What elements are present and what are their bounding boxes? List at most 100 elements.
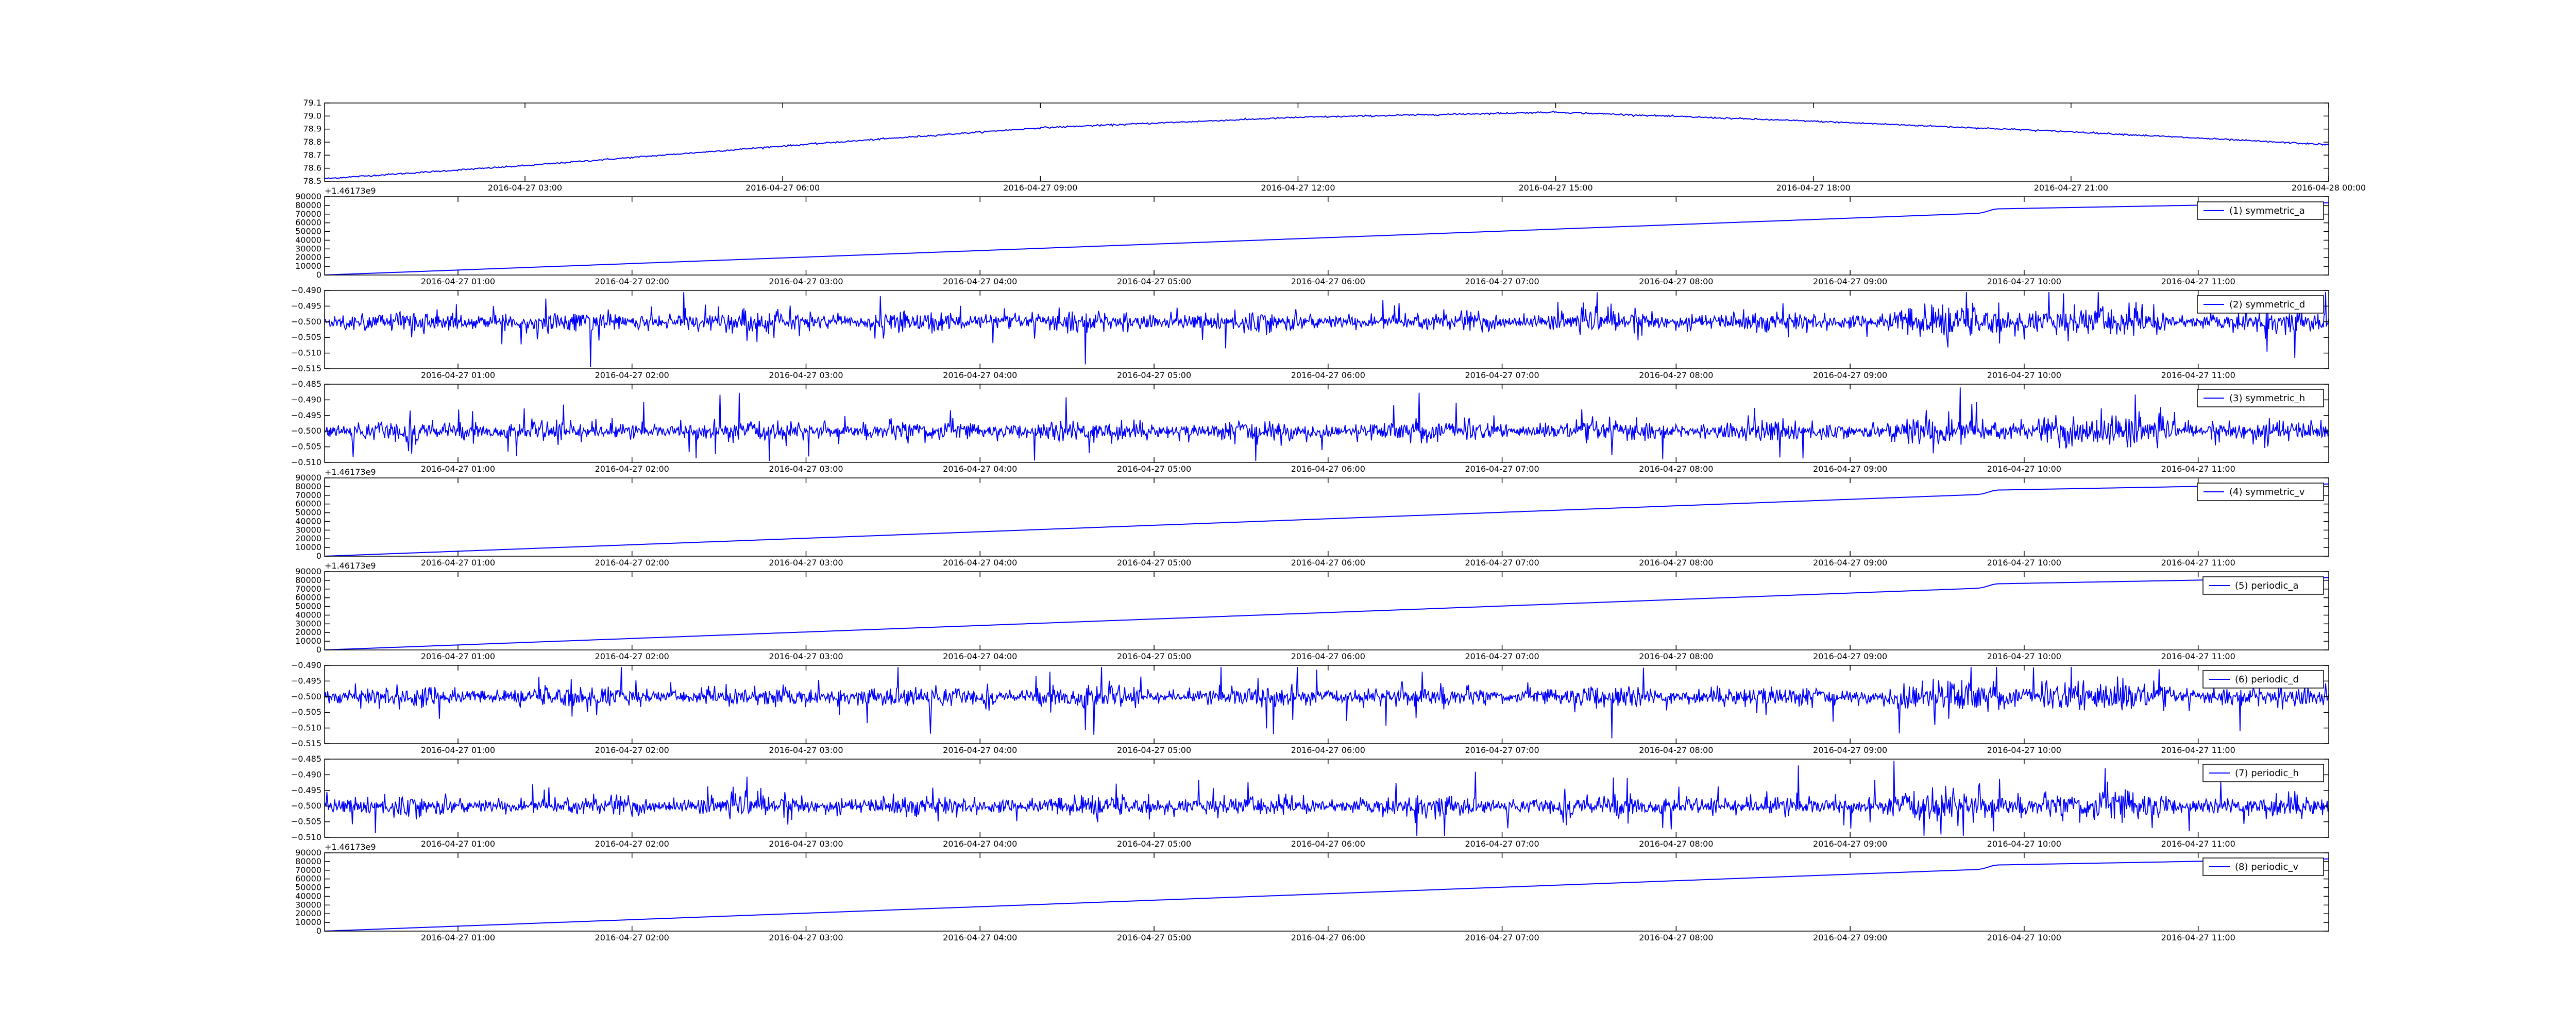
x-tick-label: 2016-04-27 01:00 bbox=[421, 839, 495, 849]
x-tick-label: 2016-04-27 02:00 bbox=[595, 651, 669, 661]
axes-frame bbox=[324, 384, 2329, 463]
x-tick-label: 2016-04-27 06:00 bbox=[1291, 558, 1365, 568]
x-tick-label: 2016-04-27 07:00 bbox=[1465, 370, 1539, 380]
y-tick-label: 0 bbox=[316, 551, 321, 561]
y-tick-label: 30000 bbox=[295, 619, 321, 628]
y-tick-label: 60000 bbox=[295, 874, 321, 884]
y-tick-label: 50000 bbox=[295, 227, 321, 236]
y-tick-label: 30000 bbox=[295, 244, 321, 253]
x-tick-label: 2016-04-27 01:00 bbox=[421, 558, 495, 568]
axes-frame bbox=[324, 571, 2329, 650]
x-tick-label: 2016-04-27 08:00 bbox=[1639, 839, 1713, 849]
legend-label: (3) symmetric_h bbox=[2229, 393, 2305, 404]
legend-label: (2) symmetric_d bbox=[2229, 299, 2305, 310]
x-tick-label: 2016-04-27 11:00 bbox=[2161, 370, 2235, 380]
x-tick-label: 2016-04-27 08:00 bbox=[1639, 745, 1713, 755]
y-tick-label: 78.8 bbox=[303, 137, 321, 147]
x-tick-label: 2016-04-27 08:00 bbox=[1639, 464, 1713, 474]
y-tick-label: −0.510 bbox=[291, 457, 321, 467]
legend: (2) symmetric_d bbox=[2197, 295, 2324, 314]
x-tick-label: 2016-04-27 03:00 bbox=[769, 370, 843, 380]
y-tick-label: 20000 bbox=[295, 534, 321, 543]
x-tick-label: 2016-04-27 04:00 bbox=[943, 933, 1017, 942]
x-tick-label: 2016-04-27 04:00 bbox=[943, 839, 1017, 849]
x-tick-label: 2016-04-27 05:00 bbox=[1117, 370, 1191, 380]
axis-offset-label: +1.46173e9 bbox=[325, 186, 376, 196]
x-tick-label: 2016-04-27 03:00 bbox=[769, 745, 843, 755]
x-tick-label: 2016-04-27 05:00 bbox=[1117, 839, 1191, 849]
y-tick-label: −0.490 bbox=[291, 285, 321, 295]
panel-3: −0.515 −0.510 −0.505 −0.500 −0.495 −0.490 2016… bbox=[291, 285, 2329, 380]
panel-5: 0100002000030000400005000060000700008000… bbox=[295, 473, 2329, 571]
x-tick-label: 2016-04-27 06:00 bbox=[1291, 277, 1365, 286]
x-tick-label: 2016-04-27 03:00 bbox=[769, 277, 843, 286]
y-tick-label: −0.500 bbox=[291, 426, 321, 436]
x-tick-label: 2016-04-27 05:00 bbox=[1117, 464, 1191, 474]
x-tick-label: 2016-04-27 01:00 bbox=[421, 651, 495, 661]
y-tick-label: −0.490 bbox=[291, 769, 321, 779]
axes-frame bbox=[324, 852, 2329, 932]
y-tick-label: −0.500 bbox=[291, 692, 321, 701]
x-tick-label: 2016-04-27 10:00 bbox=[1987, 651, 2061, 661]
series-line bbox=[324, 387, 2329, 461]
x-tick-label: 2016-04-27 02:00 bbox=[595, 558, 669, 568]
series-line bbox=[324, 858, 2329, 932]
x-tick-label: 2016-04-27 06:00 bbox=[745, 183, 820, 193]
y-tick-label: 10000 bbox=[295, 261, 321, 271]
panel-4: −0.510 −0.505 −0.500 −0.495 −0.490 −0.485 2016… bbox=[291, 379, 2329, 477]
x-tick-label: 2016-04-27 03:00 bbox=[769, 933, 843, 942]
x-tick-label: 2016-04-27 04:00 bbox=[943, 745, 1017, 755]
x-tick-label: 2016-04-27 11:00 bbox=[2161, 651, 2235, 661]
series-line bbox=[324, 760, 2329, 836]
x-tick-label: 2016-04-27 09:00 bbox=[1813, 277, 1887, 286]
y-tick-label: 20000 bbox=[295, 627, 321, 637]
axes-frame bbox=[324, 477, 2329, 557]
x-tick-label: 2016-04-27 01:00 bbox=[421, 933, 495, 942]
series-line bbox=[324, 666, 2329, 739]
series-line bbox=[324, 483, 2329, 557]
x-tick-label: 2016-04-27 10:00 bbox=[1987, 277, 2061, 286]
x-tick-label: 2016-04-27 12:00 bbox=[1261, 183, 1335, 193]
y-tick-label: 78.7 bbox=[303, 150, 321, 160]
x-tick-label: 2016-04-27 08:00 bbox=[1639, 277, 1713, 286]
x-tick-label: 2016-04-27 18:00 bbox=[1776, 183, 1851, 193]
x-tick-label: 2016-04-27 03:00 bbox=[769, 651, 843, 661]
axes-frame bbox=[324, 759, 2329, 838]
x-tick-label: 2016-04-27 03:00 bbox=[769, 839, 843, 849]
y-tick-label: 50000 bbox=[295, 883, 321, 892]
panel-9: 0100002000030000400005000060000700008000… bbox=[295, 848, 2329, 942]
legend-label: (8) periodic_v bbox=[2235, 862, 2298, 872]
x-tick-label: 2016-04-27 10:00 bbox=[1987, 464, 2061, 474]
y-tick-label: 90000 bbox=[295, 473, 321, 483]
y-tick-label: −0.485 bbox=[291, 754, 321, 764]
y-tick-label: −0.505 bbox=[291, 442, 321, 452]
x-tick-label: 2016-04-27 02:00 bbox=[595, 839, 669, 849]
y-tick-label: −0.495 bbox=[291, 301, 321, 311]
y-tick-label: 80000 bbox=[295, 856, 321, 866]
x-tick-label: 2016-04-27 07:00 bbox=[1465, 933, 1539, 942]
x-tick-label: 2016-04-27 05:00 bbox=[1117, 558, 1191, 568]
panel-2: 0100002000030000400005000060000700008000… bbox=[295, 192, 2329, 286]
y-tick-label: 79.1 bbox=[303, 98, 321, 108]
x-tick-label: 2016-04-27 10:00 bbox=[1987, 558, 2061, 568]
x-tick-label: 2016-04-27 01:00 bbox=[421, 745, 495, 755]
y-tick-label: 78.9 bbox=[303, 124, 321, 134]
x-tick-label: 2016-04-27 01:00 bbox=[421, 277, 495, 286]
y-tick-label: −0.500 bbox=[291, 801, 321, 811]
y-tick-label: 79.0 bbox=[303, 111, 321, 121]
x-tick-label: 2016-04-27 09:00 bbox=[1813, 464, 1887, 474]
x-tick-label: 2016-04-27 08:00 bbox=[1639, 370, 1713, 380]
x-tick-label: 2016-04-27 04:00 bbox=[943, 370, 1017, 380]
x-tick-label: 2016-04-27 11:00 bbox=[2161, 745, 2235, 755]
y-tick-label: 70000 bbox=[295, 490, 321, 500]
x-tick-label: 2016-04-27 06:00 bbox=[1291, 933, 1365, 942]
x-tick-label: 2016-04-27 15:00 bbox=[1518, 183, 1592, 193]
y-tick-label: 40000 bbox=[295, 610, 321, 620]
x-tick-label: 2016-04-27 05:00 bbox=[1117, 277, 1191, 286]
x-tick-label: 2016-04-27 06:00 bbox=[1291, 651, 1365, 661]
axes-frame bbox=[324, 665, 2329, 744]
panel-6: 0100002000030000400005000060000700008000… bbox=[295, 566, 2329, 661]
y-tick-label: −0.505 bbox=[291, 332, 321, 342]
x-tick-label: 2016-04-27 09:00 bbox=[1813, 745, 1887, 755]
x-tick-label: 2016-04-27 01:00 bbox=[421, 464, 495, 474]
